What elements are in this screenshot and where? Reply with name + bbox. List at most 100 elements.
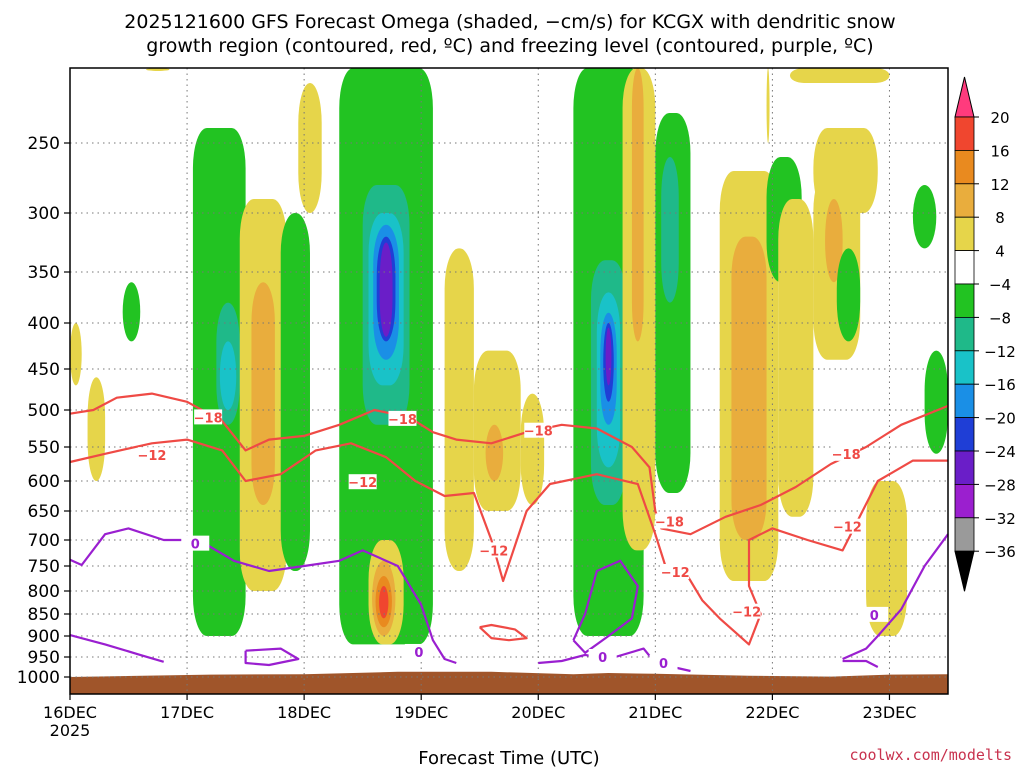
orange-column — [251, 282, 275, 505]
colorbar-segment — [954, 417, 975, 452]
x-axis-label: Forecast Time (UTC) — [418, 748, 599, 768]
dgz-contour-label-bg — [655, 513, 684, 529]
green-column — [280, 213, 310, 571]
colorbar-label: 12 — [990, 176, 1009, 194]
y-tick-label: 300 — [28, 204, 60, 224]
yellow-patch — [789, 68, 890, 83]
x-tick-year: 2025 — [50, 721, 91, 740]
freezing-contour-0 — [572, 559, 639, 654]
colorbar-label: −28 — [984, 476, 1016, 494]
y-tick-label: 950 — [28, 648, 60, 668]
x-tick-label: 22DEC — [745, 703, 799, 722]
colorbar-label: −36 — [984, 543, 1016, 561]
colorbar-segment — [954, 250, 975, 285]
y-tick-label: 450 — [28, 360, 60, 380]
freezing-contour-label: 0 — [414, 646, 423, 661]
freezing-contour-label-bg — [860, 606, 889, 622]
y-tick-label: 1000 — [17, 668, 60, 688]
yellow-area — [866, 481, 908, 636]
dgz-contour-label-bg — [832, 445, 861, 461]
colorbar-bottom-arrow — [954, 550, 975, 592]
dgz-contour-label-bg — [833, 518, 862, 534]
colorbar-label: 20 — [990, 109, 1009, 127]
purple-core — [605, 327, 612, 386]
freezing-contour-label: 0 — [870, 609, 879, 624]
y-tick-label: 650 — [28, 502, 60, 522]
freezing-contour-0 — [842, 533, 949, 661]
colorbar-segment — [954, 483, 975, 519]
terrain-ground — [70, 671, 948, 694]
colorbar-label: −8 — [989, 309, 1011, 327]
colorbar-segment — [954, 383, 975, 419]
dgz-contour-label-bg — [524, 422, 553, 438]
y-tick-label: 900 — [28, 627, 60, 647]
orange-area — [731, 236, 767, 540]
contour-lines: −18 −12 −18 −12 −18 −12 −18 −12 −12 −18 −12 0 0 0 0 0 — [69, 392, 949, 673]
freezing-contour-label-bg — [649, 655, 678, 670]
colorbar-segment — [954, 283, 975, 318]
colorbar-label: −16 — [984, 376, 1016, 394]
axes: 2503003504004505005506006507007508008509… — [17, 134, 917, 740]
yellow-column — [444, 248, 474, 571]
yellow-patch — [87, 377, 106, 481]
plot-frame — [69, 67, 949, 695]
colorbar-label: −4 — [989, 276, 1011, 294]
colorbar: 20 16 12 8 4 −4 −8 −12 −16 −20 −24 −28 −32 −36 — [954, 76, 1016, 592]
green-patch — [122, 282, 141, 342]
cyan-core — [219, 341, 237, 410]
y-tick-label: 600 — [28, 472, 60, 492]
orange-column — [631, 68, 644, 342]
x-tick-label: 23DEC — [862, 703, 916, 722]
green-patch — [912, 185, 937, 249]
chart-title-line2: growth region (contoured, red, ºC) and f… — [146, 35, 873, 57]
y-tick-label: 700 — [28, 531, 60, 551]
ground-surface — [70, 671, 948, 694]
dgz-contour-label-bg — [388, 410, 417, 426]
yellow-patch — [298, 83, 322, 213]
dgz-contour-label-bg — [661, 564, 690, 579]
plot-area — [70, 68, 948, 645]
y-tick-label: 550 — [28, 438, 60, 458]
yellow-patch — [70, 323, 82, 386]
freezing-contour-0 — [69, 634, 165, 663]
freezing-contour-label: 0 — [598, 651, 607, 666]
dgz-contour-label: −12 — [833, 521, 862, 536]
y-tick-label: 500 — [28, 401, 60, 421]
freezing-contour-0 — [69, 527, 457, 665]
colorbar-segment — [954, 450, 975, 485]
green-patch — [836, 248, 861, 342]
green-patch — [924, 350, 948, 454]
yellow-patch — [766, 68, 770, 143]
dgz-contour-label: −12 — [661, 566, 690, 581]
x-tick-label: 17DEC — [160, 703, 214, 722]
colorbar-segment — [954, 116, 975, 151]
purple-core — [379, 242, 393, 337]
dgz-contour-label: −12 — [732, 606, 761, 621]
red-core — [379, 586, 389, 619]
dgz-contour-minus12 — [69, 438, 948, 646]
teal-column — [661, 157, 679, 303]
y-tick-label: 400 — [28, 314, 60, 334]
y-tick-label: 750 — [28, 557, 60, 577]
y-tick-label: 350 — [28, 263, 60, 283]
yellow-area — [778, 199, 814, 517]
colorbar-segment — [954, 316, 975, 352]
freezing-contour-label-bg — [404, 643, 433, 659]
colorbar-label: −20 — [984, 410, 1016, 428]
x-tick-label: 21DEC — [628, 703, 682, 722]
y-tick-label: 250 — [28, 134, 60, 154]
dgz-contour-label: −18 — [655, 515, 684, 530]
freezing-contour-label: 0 — [191, 538, 200, 553]
colorbar-label: −24 — [984, 443, 1016, 461]
colorbar-label: −12 — [984, 343, 1016, 361]
dgz-contour-label-bg — [348, 474, 377, 490]
colorbar-label: 8 — [995, 209, 1005, 227]
colorbar-segment — [954, 183, 975, 218]
dgz-contour-label-bg — [137, 447, 166, 463]
dgz-contour-label: −18 — [194, 411, 223, 426]
freezing-contour-0 — [842, 659, 879, 668]
grid-lines — [69, 68, 948, 694]
colorbar-label: −32 — [984, 510, 1016, 528]
freezing-contour-label-bg — [588, 649, 617, 664]
